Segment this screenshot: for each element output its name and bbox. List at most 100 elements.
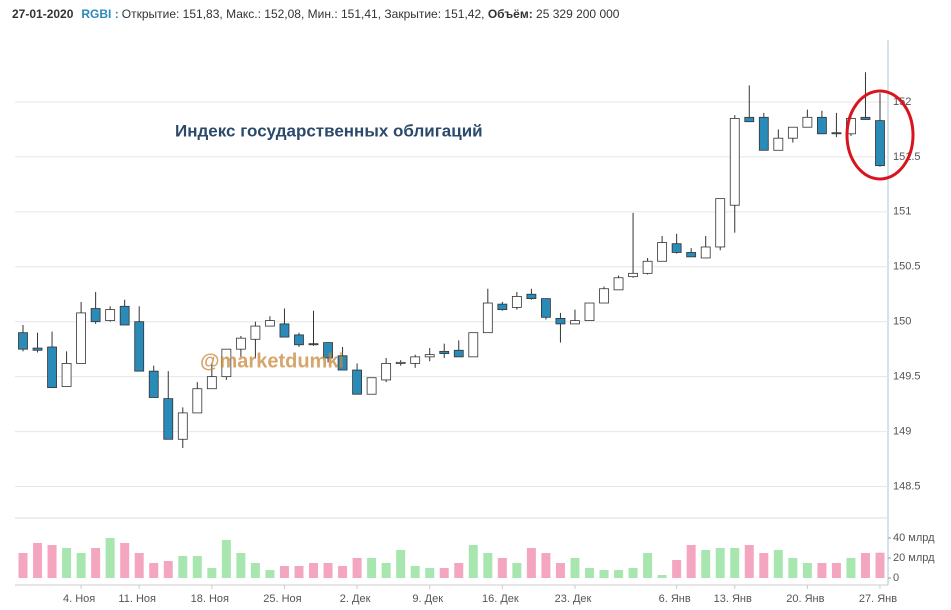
candle-body [657,242,668,262]
candle-body [308,343,319,346]
volume-bar [643,553,653,578]
candle-body [453,349,464,358]
candle-body [90,308,101,323]
y-tick-label: 149.5 [893,371,921,383]
candle-body [381,363,392,381]
volume-bar [454,563,464,578]
y-tick-label: 150 [893,316,911,328]
candle-body [875,120,885,167]
volume-bar [250,563,260,578]
candle-body [148,370,159,398]
volume-bar [120,543,130,578]
candle-body [337,355,348,371]
candle-body [468,332,479,358]
y-tick-label: 151.5 [893,151,921,163]
field-value: 152,08, [264,7,305,21]
volume-bar [672,560,682,578]
volume-bar [367,558,377,578]
volume-bar [788,558,798,578]
date: 27-01-2020 [12,7,74,21]
volume-bar [744,545,754,578]
candle-body [831,132,842,135]
volume-tick-label: 0 [893,572,899,584]
volume-bar [309,563,319,578]
candle-body [250,325,261,340]
candle-body [599,288,609,304]
volume-bar [802,563,812,578]
volume-bar [439,568,449,578]
field-label: Закрытие: [384,7,442,21]
candle-body [860,116,871,120]
volume-bar [526,548,536,578]
x-tick-label: 11. Ноя [118,593,156,605]
ticker: RGBI : [81,7,119,21]
x-tick-label: 20. Янв [786,593,824,605]
candle-body [76,312,87,364]
field-value: 151,83, [182,7,223,21]
volume-bar [570,558,580,578]
volume-bar [207,568,217,578]
volume-bar [33,543,43,578]
y-tick-label: 148.5 [893,480,921,492]
candle-body [134,321,145,372]
volume-bar [657,575,667,578]
volume-bar [323,563,333,578]
candle-body [584,302,595,322]
candle-body [816,116,827,135]
volume-bar [512,563,522,578]
candle-body [715,198,726,248]
volume-bar [831,563,841,578]
candle-body [323,342,333,359]
candle-body [265,320,275,327]
candle-body [758,116,769,151]
candle-body [18,332,28,350]
volume-bar [483,553,493,578]
volume-tick-label: 40 млрд [893,532,935,544]
fields: Открытие: 151,83, Макс.: 152,08, Мин.: 1… [122,7,488,21]
volume-bar [846,558,856,578]
volume-bar [236,553,246,578]
volume-bar [294,566,304,578]
volume-bar [759,553,769,578]
x-tick-label: 2. Дек [340,593,371,605]
field-value: 151,42, [444,7,485,21]
field-value: 151,41, [341,7,382,21]
candle-body [163,398,174,440]
volume-bar [468,545,478,578]
candle-body [511,296,522,308]
volume-bar [47,545,57,578]
candle-body [686,252,697,258]
volume-bar [279,566,289,578]
volume-bar [541,553,551,578]
x-tick-label: 25. Ноя [263,593,301,605]
candle-body [395,361,406,364]
candle-body [279,323,290,338]
candle-body [47,346,57,389]
x-tick-label: 13. Янв [714,593,752,605]
field-label: Открытие: [121,7,180,21]
y-tick-label: 149 [893,425,911,437]
header: 27-01-2020 RGBI : Открытие: 151,83, Макс.:… [12,7,619,21]
candle-body [787,126,798,139]
candle-body [700,246,711,259]
candle-body [526,293,537,300]
x-tick-label: 6. Янв [659,593,691,605]
volume-bar [221,540,231,578]
volume-bar [105,538,115,578]
volume-bar [701,550,711,578]
volume-bar [425,568,435,578]
candle-body [729,118,740,206]
candle-body [773,137,784,151]
candle-body [802,116,813,128]
candle-body [105,309,116,322]
volume-bar [163,561,173,578]
candle-body [61,363,72,387]
candle-body [570,320,580,325]
candle-body [628,272,638,278]
volume-tick-label: 20 млрд [893,552,935,564]
volume-bar [410,566,420,578]
volume-bar [149,563,159,578]
volume-bar [860,553,870,578]
candle-body [192,388,203,414]
